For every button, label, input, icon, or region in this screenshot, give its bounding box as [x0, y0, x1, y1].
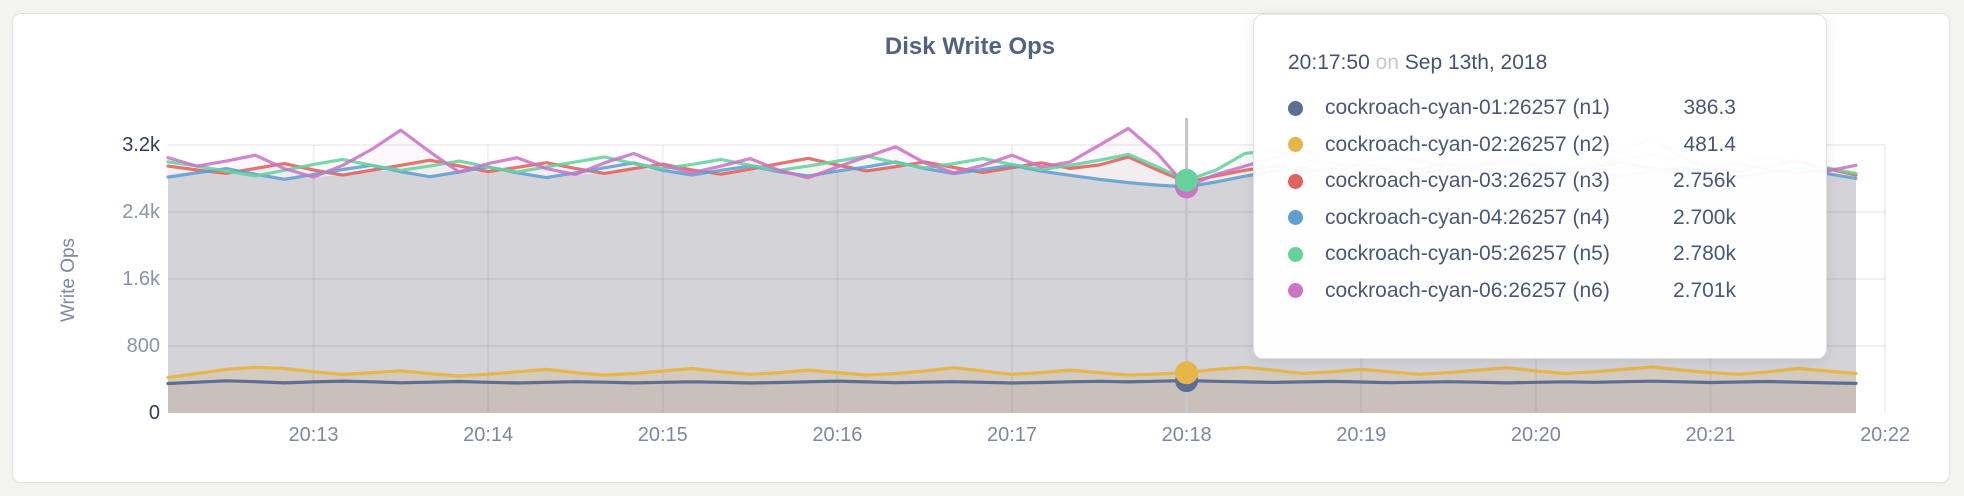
tooltip-date: Sep 13th, 2018: [1404, 51, 1548, 74]
x-tick-label: 20:22: [1860, 424, 1911, 446]
x-tick-label: 20:17: [986, 424, 1038, 446]
series-color-dot-icon: [1288, 210, 1303, 226]
series-value: 2.700k: [1672, 205, 1736, 229]
series-name: cockroach-cyan-06:26257 (n6): [1325, 278, 1610, 302]
tooltip-row: cockroach-cyan-01:26257 (n1) 386.3: [1288, 90, 1736, 127]
x-tick-label: 20:19: [1336, 424, 1387, 446]
y-tick-label: 0: [148, 402, 160, 424]
series-color-dot-icon: [1288, 283, 1303, 299]
x-tick-label: 20:15: [637, 424, 688, 446]
y-tick-label: 800: [126, 335, 160, 357]
tooltip-row: cockroach-cyan-06:26257 (n6) 2.701k: [1288, 273, 1736, 310]
series-color-dot-icon: [1288, 137, 1303, 153]
x-tick-label: 20:13: [288, 424, 339, 446]
series-value: 2.701k: [1672, 278, 1736, 302]
tooltip-header: 20:17:50 on Sep 13th, 2018: [1288, 51, 1736, 75]
series-color-dot-icon: [1288, 246, 1303, 262]
y-tick-label: 1.6k: [122, 268, 160, 290]
tooltip-time: 20:17:50: [1288, 51, 1370, 74]
x-tick-label: 20:21: [1685, 424, 1736, 446]
series-color-dot-icon: [1288, 100, 1303, 116]
series-name: cockroach-cyan-04:26257 (n4): [1325, 205, 1610, 229]
tooltip-row: cockroach-cyan-03:26257 (n3) 2.756k: [1288, 163, 1736, 200]
series-name: cockroach-cyan-05:26257 (n5): [1325, 242, 1610, 266]
x-tick-label: 20:14: [463, 424, 514, 446]
series-name: cockroach-cyan-02:26257 (n2): [1325, 132, 1610, 156]
x-tick-label: 20:16: [812, 424, 863, 446]
series-name: cockroach-cyan-01:26257 (n1): [1325, 96, 1610, 120]
x-tick-label: 20:18: [1161, 424, 1212, 446]
tooltip-row: cockroach-cyan-04:26257 (n4) 2.700k: [1288, 200, 1736, 237]
series-value: 2.780k: [1672, 242, 1736, 266]
chart-title: Disk Write Ops: [884, 33, 1056, 60]
tooltip-preposition: on: [1375, 51, 1399, 74]
tooltip-row: cockroach-cyan-02:26257 (n2) 481.4: [1288, 127, 1736, 164]
series-color-dot-icon: [1288, 173, 1303, 189]
y-tick-label: 2.4k: [122, 201, 160, 223]
tooltip-row: cockroach-cyan-05:26257 (n5) 2.780k: [1288, 236, 1736, 273]
x-tick-label: 20:20: [1510, 424, 1561, 446]
tooltip-rows: cockroach-cyan-01:26257 (n1) 386.3 cockroa…: [1288, 90, 1736, 309]
series-name: cockroach-cyan-03:26257 (n3): [1325, 169, 1610, 193]
series-value: 481.4: [1683, 132, 1736, 156]
hover-tooltip: 20:17:50 on Sep 13th, 2018 cockroach-cya…: [1253, 14, 1827, 359]
series-value: 2.756k: [1672, 169, 1736, 193]
y-tick-label: 3.2k: [122, 134, 160, 156]
series-value: 386.3: [1683, 96, 1736, 120]
